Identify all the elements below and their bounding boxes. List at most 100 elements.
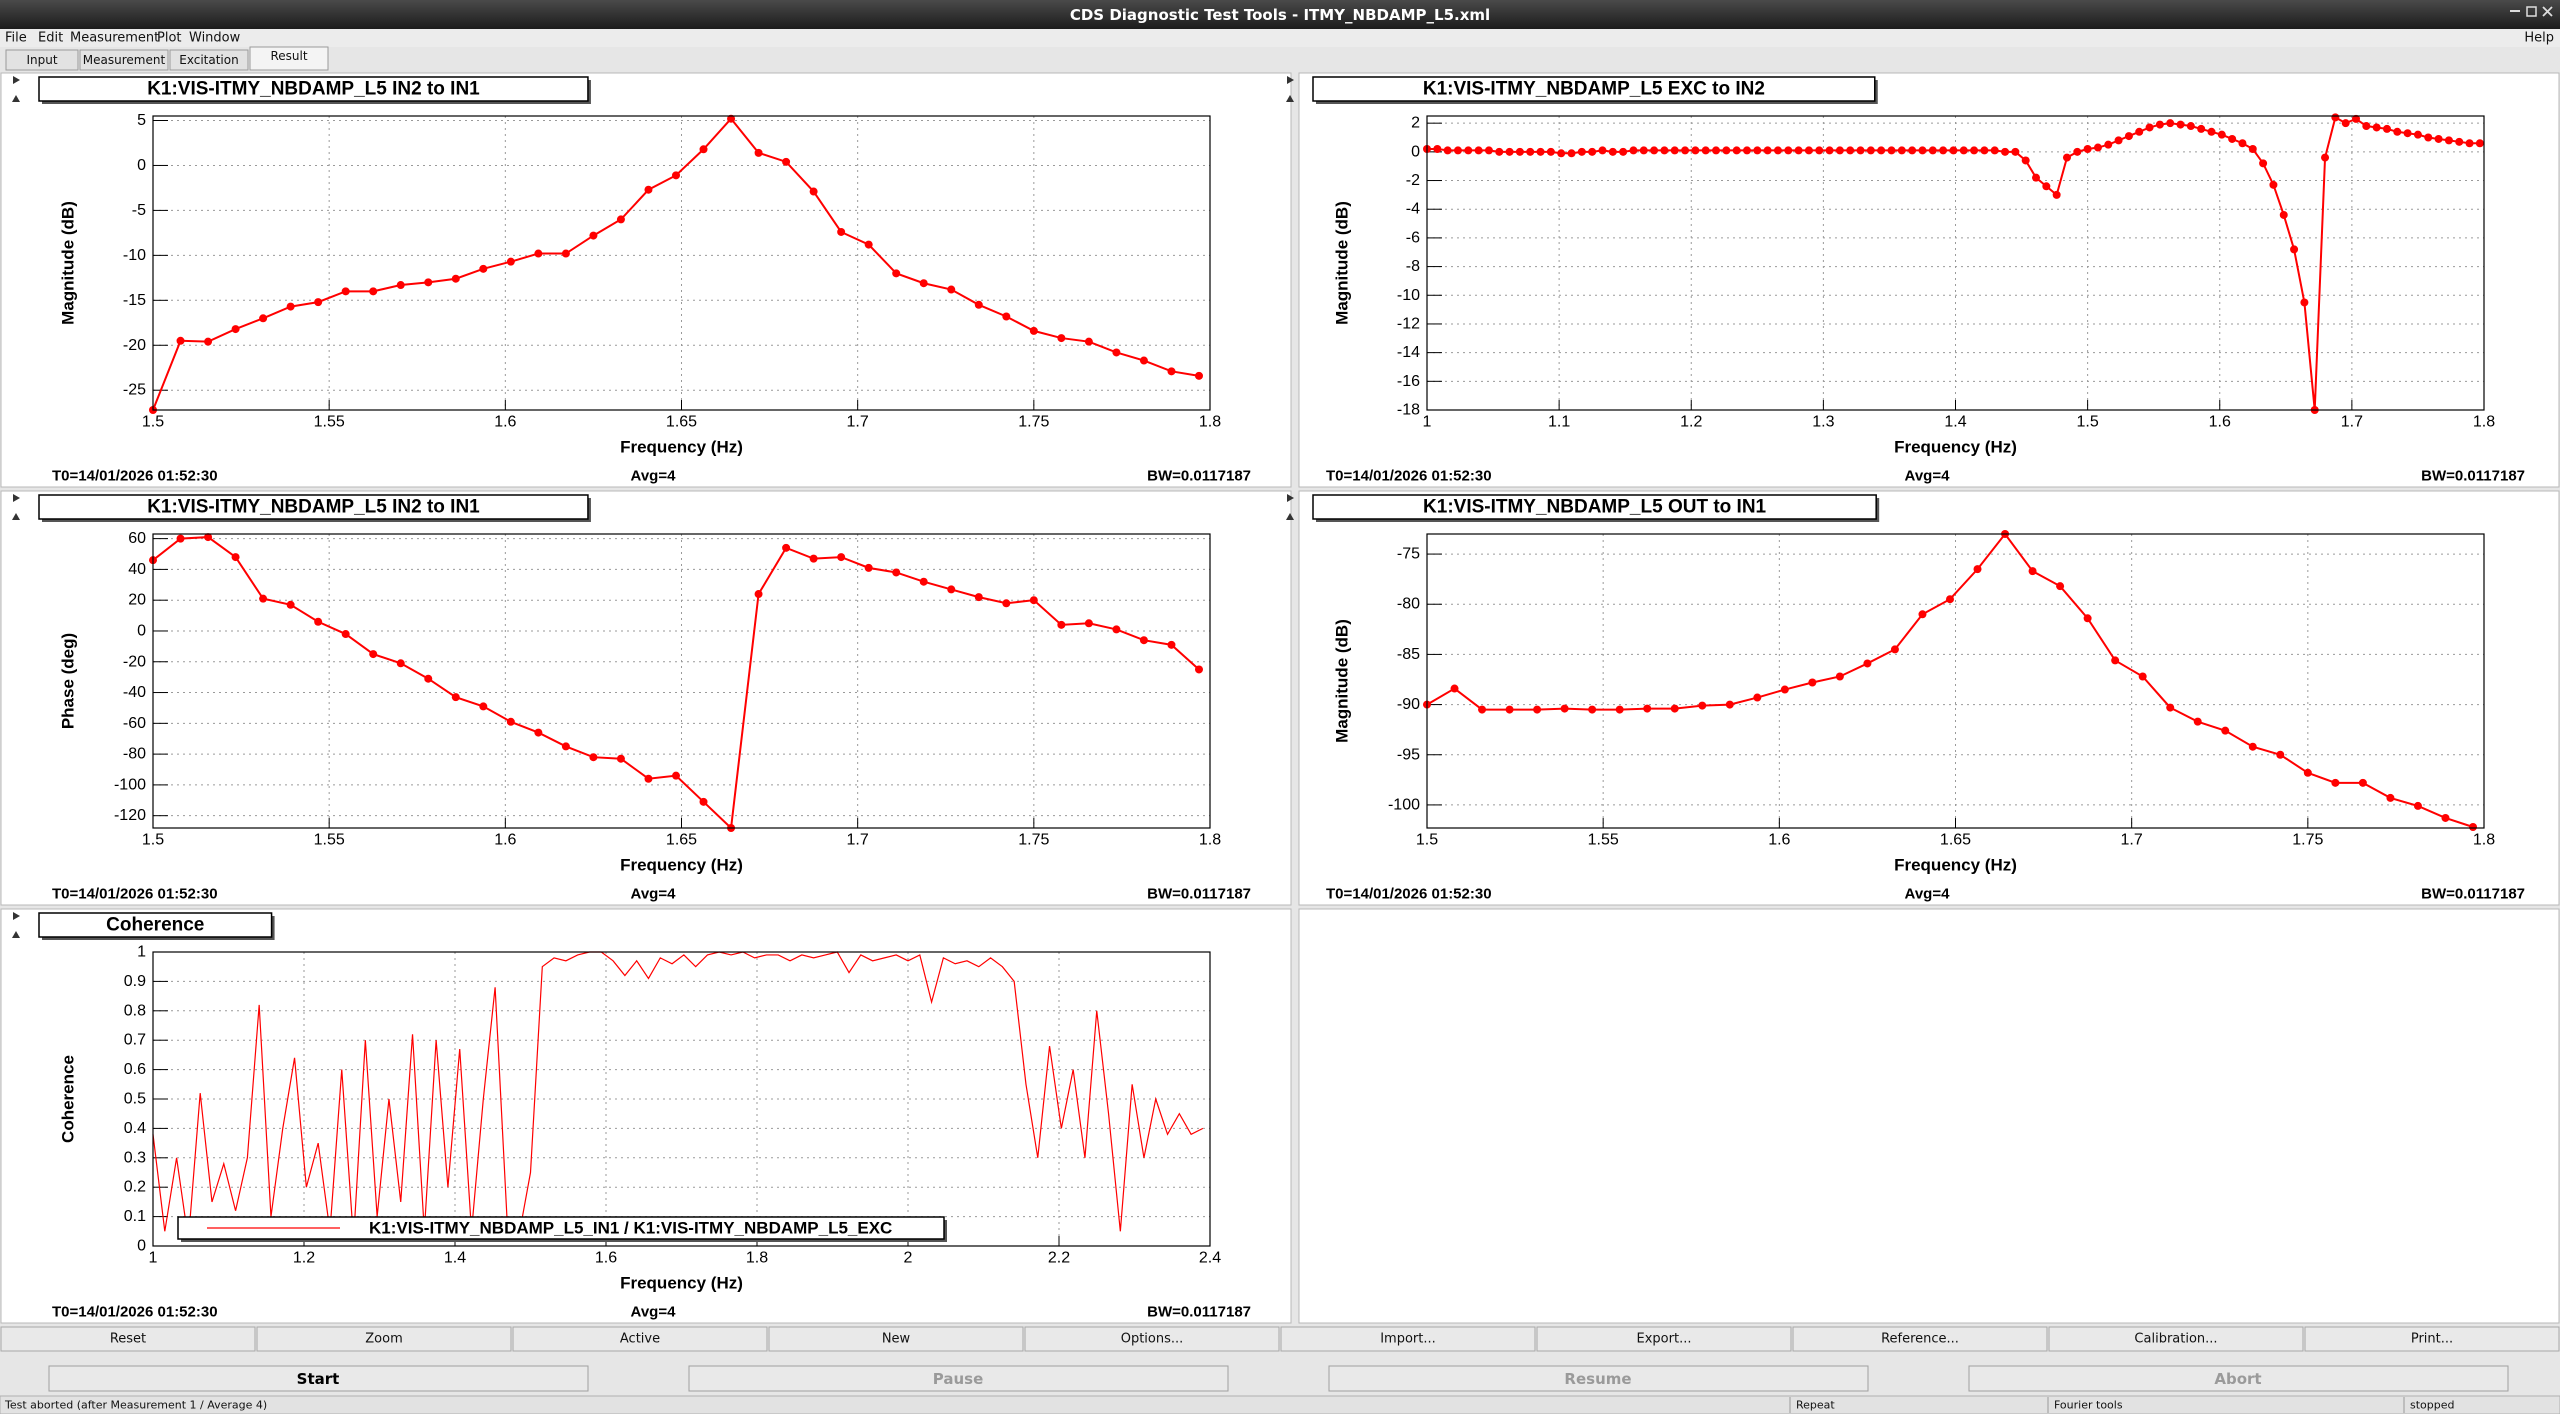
tab[interactable] [169,49,249,71]
x-tick-label: 1.8 [1199,414,1221,431]
button[interactable] [1280,1326,1536,1352]
button-label[interactable]: Active [620,1332,660,1347]
y-tick-label: -80 [1397,596,1420,613]
data-point [286,302,295,311]
button[interactable] [2304,1326,2560,1352]
data-point [451,274,460,283]
pad-arrow[interactable] [1286,95,1294,102]
pad-arrow[interactable] [12,95,20,102]
data-point [2166,703,2175,712]
data-point [2093,143,2102,152]
button-label[interactable]: Reset [110,1332,146,1347]
button-label[interactable]: New [882,1332,911,1347]
data-point [396,281,405,290]
button[interactable] [2048,1326,2304,1352]
control-button[interactable] [48,1365,589,1392]
plot-footer: Avg=4 [631,1304,677,1321]
button[interactable] [256,1326,512,1352]
y-axis-label: Magnitude (dB) [1333,201,1352,325]
data-point [1763,146,1772,155]
x-tick-label: 1.6 [2209,414,2231,431]
pad-arrow[interactable] [13,912,20,920]
pad-arrow[interactable] [12,931,20,938]
data-point [1928,146,1937,155]
control-label[interactable]: Start [297,1370,340,1388]
button-label[interactable]: Zoom [365,1332,402,1347]
y-tick-label: 0.9 [124,973,146,990]
data-point [974,593,983,602]
data-point [1753,146,1762,155]
data-point [2468,822,2477,831]
data-point [2382,124,2391,133]
tab[interactable] [249,46,329,71]
button[interactable] [1024,1326,1280,1352]
menu-item[interactable]: File [5,31,27,46]
x-tick-label: 1.55 [314,414,345,431]
menu-item[interactable]: Window [189,31,241,46]
y-tick-label: -40 [123,684,146,701]
data-point [1029,326,1038,335]
pad-arrow[interactable] [13,494,20,502]
y-tick-label: 20 [128,592,146,609]
data-point [1478,705,1487,714]
menu-item[interactable]: Edit [38,31,63,46]
button[interactable] [0,1326,256,1352]
data-point [479,264,488,273]
data-point [2475,139,2484,148]
tab-label[interactable]: Result [270,49,307,63]
plot: K1:VIS-ITMY_NBDAMP_L5 OUT to IN1 -75 -80 -8… [1286,494,2525,903]
y-tick-label: -16 [1397,373,1420,390]
button-label[interactable]: Import... [1380,1332,1436,1347]
tab[interactable] [5,49,79,71]
data-point [369,650,378,659]
button-label[interactable]: Calibration... [2134,1332,2217,1347]
tab-label[interactable]: Excitation [179,53,238,67]
data-point [1725,700,1734,709]
pad-arrow[interactable] [1287,494,1294,502]
pad-arrow[interactable] [12,513,20,520]
data-point [1918,146,1927,155]
data-point [1835,146,1844,155]
button[interactable] [1536,1326,1792,1352]
data-point [2441,813,2450,822]
data-point [176,336,185,345]
close-button[interactable] [2542,6,2553,17]
tab-label[interactable]: Measurement [83,53,166,67]
data-point [1450,684,1459,693]
button[interactable] [1792,1326,2048,1352]
plot-frame-bg [1427,534,2484,828]
data-point [1567,149,1576,158]
data-point [1732,146,1741,155]
data-point [2083,144,2092,153]
data-point [1856,146,1865,155]
x-tick-label: 2.4 [1199,1250,1221,1267]
data-point [1773,146,1782,155]
button-label[interactable]: Options... [1121,1332,1184,1347]
data-point [1505,147,1514,156]
button[interactable] [512,1326,768,1352]
button-label[interactable]: Reference... [1881,1332,1959,1347]
pad-arrow[interactable] [1286,513,1294,520]
button[interactable] [768,1326,1024,1352]
data-point [1701,146,1710,155]
menu-item[interactable]: Plot [157,31,182,46]
tab-label[interactable]: Input [26,53,57,67]
pad-arrow[interactable] [1287,76,1294,84]
button-label[interactable]: Export... [1637,1332,1692,1347]
button-label[interactable]: Print... [2411,1332,2453,1347]
data-point [2413,801,2422,810]
chart-title: K1:VIS-ITMY_NBDAMP_L5 IN2 to IN1 [147,79,480,100]
data-point [534,728,543,737]
maximize-button[interactable] [2526,6,2537,17]
tab[interactable] [79,49,169,71]
data-point [2021,156,2030,165]
data-point [2228,134,2237,143]
data-point [1629,146,1638,155]
menu-help[interactable]: Help [2524,31,2554,46]
menu-item[interactable]: Measurement [70,31,159,46]
pad-arrow[interactable] [13,76,20,84]
minimize-button[interactable] [2510,10,2520,12]
data-point [1515,147,1524,156]
